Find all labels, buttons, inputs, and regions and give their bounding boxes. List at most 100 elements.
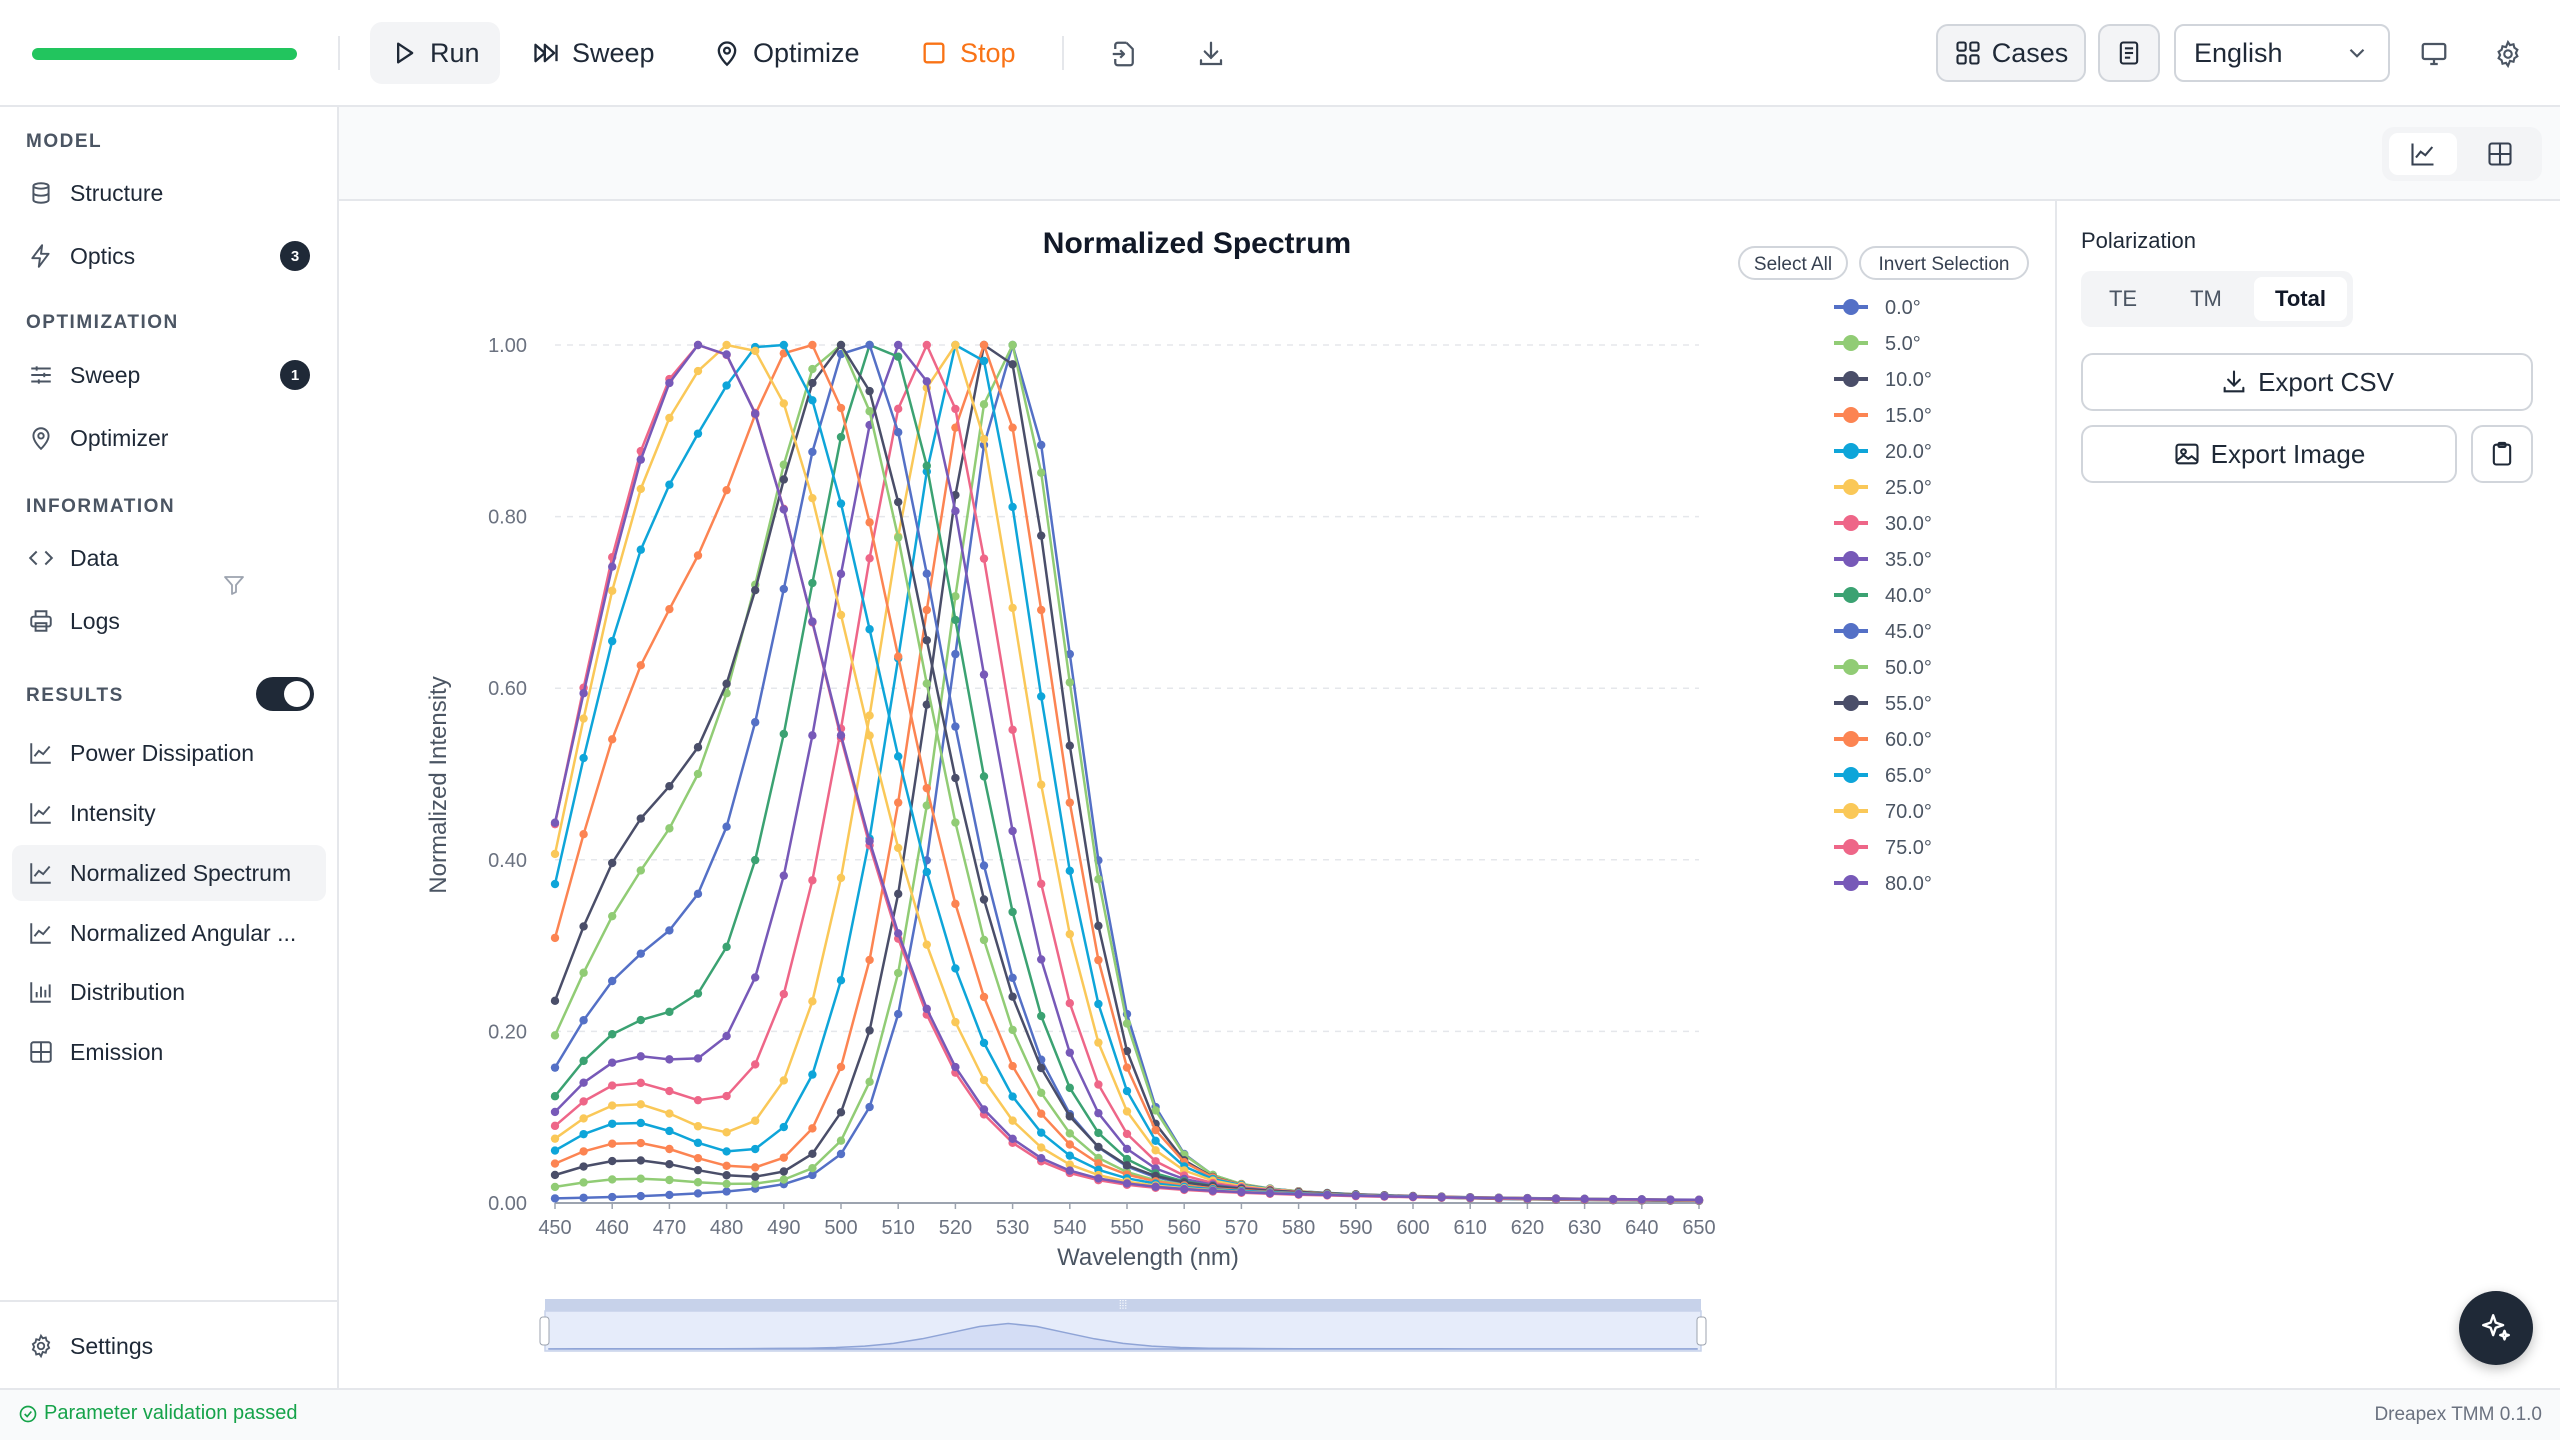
invert-selection-button[interactable]: Invert Selection xyxy=(1859,246,2029,280)
sidebar-item-optimizer[interactable]: Optimizer xyxy=(12,410,326,466)
data-point xyxy=(1065,798,1074,807)
legend-item[interactable]: 45.0° xyxy=(1834,621,1932,643)
sidebar-item-data[interactable]: Data xyxy=(12,530,326,586)
legend-item[interactable]: 20.0° xyxy=(1834,441,1932,463)
sidebar-item-distribution[interactable]: Distribution xyxy=(12,964,326,1020)
legend-item[interactable]: 50.0° xyxy=(1834,657,1932,679)
sidebar-item-logs[interactable]: Logs xyxy=(12,593,326,649)
data-point xyxy=(922,636,931,645)
sidebar-item-label: Distribution xyxy=(70,978,186,1005)
series-line[interactable] xyxy=(550,340,1704,1205)
data-point xyxy=(1437,1193,1446,1202)
export-csv-button[interactable]: Export CSV xyxy=(2081,353,2533,411)
sidebar-item-sweep[interactable]: Sweep 1 xyxy=(12,347,326,403)
chart-view-button[interactable] xyxy=(2389,133,2457,175)
legend-item[interactable]: 75.0° xyxy=(1834,837,1932,859)
data-point xyxy=(608,858,617,868)
ai-assistant-button[interactable] xyxy=(2459,1291,2533,1365)
series-line[interactable] xyxy=(550,340,1704,1205)
legend-item[interactable]: 10.0° xyxy=(1834,369,1932,391)
zoom-right-handle[interactable] xyxy=(1696,1316,1707,1346)
data-zoom-slider[interactable]: ⦙⦙⦙ xyxy=(539,1298,1707,1352)
import-icon[interactable] xyxy=(1104,34,1144,74)
monitor-icon[interactable] xyxy=(2414,34,2454,74)
select-all-button[interactable]: Select All xyxy=(1738,246,1848,280)
series-line[interactable] xyxy=(550,340,1704,1205)
polarization-tm[interactable]: TM xyxy=(2190,286,2222,311)
series-line[interactable] xyxy=(550,340,1704,1205)
copy-clipboard-button[interactable] xyxy=(2471,425,2533,483)
data-point xyxy=(693,1153,703,1163)
notes-button[interactable] xyxy=(2098,24,2160,82)
legend-swatch-dot xyxy=(1843,659,1859,675)
sidebar-item-settings[interactable]: Settings xyxy=(12,1318,326,1374)
legend-item[interactable]: 80.0° xyxy=(1834,873,1932,895)
sidebar-item-optics[interactable]: Optics 3 xyxy=(12,228,326,284)
data-point xyxy=(1151,1157,1160,1166)
stop-button[interactable]: Stop xyxy=(900,22,1036,84)
data-point xyxy=(894,497,903,507)
sidebar-item-intensity[interactable]: Intensity xyxy=(12,785,326,841)
sidebar-item-normalized-spectrum[interactable]: Normalized Spectrum xyxy=(12,845,326,901)
optimize-button[interactable]: Optimize xyxy=(693,22,880,84)
series-line[interactable] xyxy=(550,340,1704,1205)
run-button[interactable]: Run xyxy=(370,22,500,84)
polarization-total[interactable]: Total xyxy=(2254,277,2347,321)
data-point xyxy=(1008,1134,1017,1143)
export-image-button[interactable]: Export Image xyxy=(2081,425,2457,483)
series-line[interactable] xyxy=(550,340,1704,1205)
legend-item[interactable]: 35.0° xyxy=(1834,549,1932,571)
series-line[interactable] xyxy=(550,340,1704,1205)
series-line[interactable] xyxy=(550,340,1704,1206)
legend-item[interactable]: 65.0° xyxy=(1834,765,1932,787)
sidebar-item-power-dissipation[interactable]: Power Dissipation xyxy=(12,725,326,781)
cases-button[interactable]: Cases xyxy=(1936,24,2086,82)
series-line[interactable] xyxy=(550,340,1704,1205)
zoom-handle-bar[interactable] xyxy=(545,1299,1701,1311)
data-point xyxy=(693,1189,703,1198)
legend-item[interactable]: 60.0° xyxy=(1834,729,1932,751)
polarization-te[interactable]: TE xyxy=(2108,286,2138,311)
legend-item[interactable]: 0.0° xyxy=(1834,297,1921,319)
legend-item[interactable]: 40.0° xyxy=(1834,585,1932,607)
zoom-left-handle[interactable] xyxy=(539,1316,550,1346)
series-line[interactable] xyxy=(550,340,1704,1205)
filter-icon[interactable] xyxy=(222,573,246,597)
y-tick-label: 0.80 xyxy=(488,507,527,529)
cases-label: Cases xyxy=(1991,37,2069,68)
legend-label: 50.0° xyxy=(1885,657,1932,679)
sidebar-item-emission[interactable]: Emission xyxy=(12,1024,326,1080)
clipboard-icon xyxy=(2492,441,2512,466)
legend-item[interactable]: 25.0° xyxy=(1834,477,1932,499)
results-toggle[interactable] xyxy=(256,677,314,711)
series-line[interactable] xyxy=(550,340,1704,1205)
gear-icon[interactable] xyxy=(2488,34,2528,74)
data-point xyxy=(722,1091,731,1101)
series-line[interactable] xyxy=(550,340,1704,1205)
data-point xyxy=(608,1058,617,1067)
data-point xyxy=(894,340,903,350)
series-line[interactable] xyxy=(550,340,1704,1205)
data-point xyxy=(894,843,903,853)
series-line[interactable] xyxy=(550,340,1704,1206)
download-icon xyxy=(2223,370,2245,393)
data-point xyxy=(865,518,874,527)
series-line[interactable] xyxy=(550,340,1704,1205)
series-line[interactable] xyxy=(550,340,1704,1205)
data-point xyxy=(751,346,760,356)
series-line[interactable] xyxy=(550,340,1704,1205)
data-point xyxy=(636,866,645,875)
sidebar-item-normalized-angular[interactable]: Normalized Angular ... xyxy=(12,905,326,961)
legend-item[interactable]: 70.0° xyxy=(1834,801,1932,823)
legend-item[interactable]: 5.0° xyxy=(1834,333,1921,355)
language-select[interactable]: English xyxy=(2174,24,2390,82)
data-point xyxy=(951,1062,960,1072)
legend-item[interactable]: 15.0° xyxy=(1834,405,1932,427)
sidebar-item-structure[interactable]: Structure xyxy=(12,165,326,221)
sweep-button[interactable]: Sweep xyxy=(512,22,675,84)
table-view-button[interactable] xyxy=(2466,133,2534,175)
data-point xyxy=(1094,1128,1103,1138)
legend-item[interactable]: 55.0° xyxy=(1834,693,1932,715)
download-icon[interactable] xyxy=(1191,34,1231,74)
legend-item[interactable]: 30.0° xyxy=(1834,513,1932,535)
